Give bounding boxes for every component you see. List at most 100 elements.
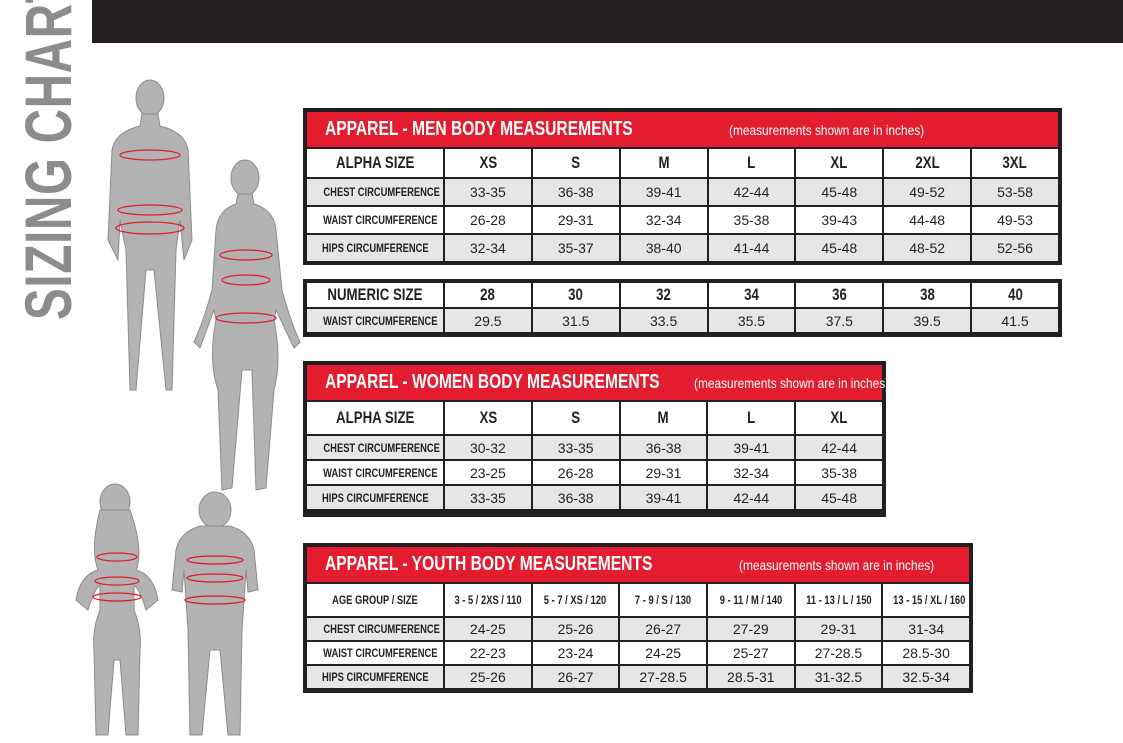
measurement-cell: 39-43 (796, 207, 883, 233)
measurement-cell: 42-44 (708, 486, 795, 509)
measurement-cell: 39.5 (884, 309, 971, 332)
measurement-cell: 27-28.5 (795, 642, 882, 664)
header-row: ALPHA SIZE XS S M L XL 2XL 3XL (307, 149, 1058, 177)
size-column-header: XL (796, 149, 883, 177)
row-label: HIPS CIRCUMFERENCE (307, 235, 443, 261)
units-note: (measurements shown are in inches) (693, 374, 890, 391)
size-column-header: XS (445, 149, 531, 177)
measurement-cell: 36-38 (620, 436, 707, 459)
row-label: CHEST CIRCUMFERENCE (307, 436, 443, 459)
size-column-header: L (708, 402, 795, 434)
size-column-header: XL (796, 402, 882, 434)
youth-section-header: APPAREL - YOUTH BODY MEASUREMENTS (measur… (307, 547, 969, 582)
table-row: WAIST CIRCUMFERENCE 23-25 26-28 29-31 32-34 3… (307, 461, 882, 484)
size-column-header: 32 (620, 283, 707, 307)
body-silhouettes (75, 79, 301, 736)
row-label-header: AGE GROUP / SIZE (307, 584, 443, 616)
measurement-cell: 26-27 (532, 666, 619, 688)
table-row: HIPS CIRCUMFERENCE 25-26 26-27 27-28.5 28.5-… (307, 666, 969, 688)
measurement-cell: 39-41 (620, 179, 707, 205)
row-label: WAIST CIRCUMFERENCE (307, 207, 443, 233)
row-label: WAIST CIRCUMFERENCE (307, 309, 443, 332)
measurement-cell: 48-52 (884, 235, 971, 261)
size-column-header: 2XL (884, 149, 971, 177)
measurement-cell: 25-27 (707, 642, 794, 664)
measurement-cell: 38-40 (620, 235, 707, 261)
measurement-cell: 22-23 (445, 642, 531, 664)
size-column-header: M (620, 402, 707, 434)
numeric-table: NUMERIC SIZE 28 30 32 34 36 38 40 WAIST CIRCUMFE… (303, 279, 1062, 337)
table-row: WAIST CIRCUMFERENCE 29.5 31.5 33.5 35.5 37.5 3… (307, 309, 1058, 332)
size-column-header: 9 - 11 / M / 140 (707, 584, 794, 616)
measurement-cell: 36-38 (532, 486, 619, 509)
measurement-cell: 32-34 (445, 235, 531, 261)
measurement-cell: 31-32.5 (795, 666, 882, 688)
size-column-header: 30 (532, 283, 619, 307)
size-column-header: 36 (796, 283, 883, 307)
boy-silhouette-icon (171, 491, 259, 736)
measurement-cell: 33-35 (445, 486, 531, 509)
row-label-header: NUMERIC SIZE (307, 283, 443, 307)
measurement-cell: 25-26 (445, 666, 531, 688)
measurement-cell: 23-24 (532, 642, 619, 664)
measurement-cell: 29-31 (795, 618, 882, 640)
men-table: APPAREL - MEN BODY MEASUREMENTS (measurem… (303, 108, 1062, 265)
measurement-cell: 26-27 (620, 618, 706, 640)
size-column-header: S (532, 149, 619, 177)
row-label: HIPS CIRCUMFERENCE (307, 486, 443, 509)
table-row: CHEST CIRCUMFERENCE 33-35 36-38 39-41 42-44 4… (307, 179, 1058, 205)
table-row: CHEST CIRCUMFERENCE 30-32 33-35 36-38 39-41 4… (307, 436, 882, 459)
man-silhouette-icon (107, 79, 193, 391)
measurement-cell: 32-34 (708, 461, 795, 484)
size-column-header: L (708, 149, 795, 177)
size-column-header: 34 (708, 283, 795, 307)
measurement-cell: 35-37 (532, 235, 619, 261)
section-title: APPAREL - YOUTH BODY MEASUREMENTS (325, 553, 653, 575)
row-label-header: ALPHA SIZE (307, 149, 443, 177)
measurement-cell: 29-31 (620, 461, 707, 484)
measurement-cell: 35-38 (796, 461, 882, 484)
size-column-header: 40 (972, 283, 1058, 307)
size-column-header: XS (445, 402, 531, 434)
measurement-cell: 39-41 (620, 486, 707, 509)
row-label: CHEST CIRCUMFERENCE (307, 179, 443, 205)
row-label: WAIST CIRCUMFERENCE (307, 461, 443, 484)
measurement-cell: 31.5 (532, 309, 619, 332)
row-label: CHEST CIRCUMFERENCE (307, 618, 443, 640)
measurement-cell: 45-48 (796, 179, 883, 205)
measurement-lines (92, 149, 277, 605)
measurement-cell: 45-48 (796, 486, 882, 509)
measurement-cell: 24-25 (620, 642, 706, 664)
measurement-cell: 42-44 (796, 436, 882, 459)
women-table: APPAREL - WOMEN BODY MEASUREMENTS (measur… (303, 361, 889, 517)
header-row: ALPHA SIZE XS S M L XL (307, 402, 882, 434)
measurement-cell: 28.5-30 (883, 642, 969, 664)
measurement-cell: 41.5 (972, 309, 1058, 332)
measurement-cell: 31-34 (883, 618, 969, 640)
size-column-header: 3XL (972, 149, 1058, 177)
measurement-cell: 42-44 (708, 179, 795, 205)
size-column-header: 3 - 5 / 2XS / 110 (445, 584, 531, 616)
measurement-cell: 44-48 (884, 207, 971, 233)
youth-table: APPAREL - YOUTH BODY MEASUREMENTS (measur… (303, 543, 973, 693)
table-row: HIPS CIRCUMFERENCE 33-35 36-38 39-41 42-44 45… (307, 486, 882, 509)
measurement-cell: 33-35 (532, 436, 619, 459)
measurement-cell: 49-53 (972, 207, 1058, 233)
measurement-cell: 35.5 (708, 309, 795, 332)
measurement-cell: 24-25 (445, 618, 531, 640)
measurement-cell: 32.5-34 (883, 666, 969, 688)
section-title: APPAREL - MEN BODY MEASUREMENTS (325, 118, 633, 140)
table-row: WAIST CIRCUMFERENCE 26-28 29-31 32-34 35-38 3… (307, 207, 1058, 233)
measurement-cell: 26-28 (532, 461, 619, 484)
women-section-header: APPAREL - WOMEN BODY MEASUREMENTS (measur… (307, 365, 889, 400)
measurement-cell: 53-58 (972, 179, 1058, 205)
row-label: WAIST CIRCUMFERENCE (307, 642, 443, 664)
header-row: AGE GROUP / SIZE 3 - 5 / 2XS / 110 5 - 7 /… (307, 584, 969, 616)
measurement-cell: 28.5-31 (707, 666, 794, 688)
row-label-header: ALPHA SIZE (307, 402, 443, 434)
woman-silhouette-icon (193, 159, 301, 491)
size-column-header: S (532, 402, 619, 434)
measurement-cell: 30-32 (445, 436, 531, 459)
table-row: WAIST CIRCUMFERENCE 22-23 23-24 24-25 25-27 2… (307, 642, 969, 664)
measurement-cell: 45-48 (796, 235, 883, 261)
